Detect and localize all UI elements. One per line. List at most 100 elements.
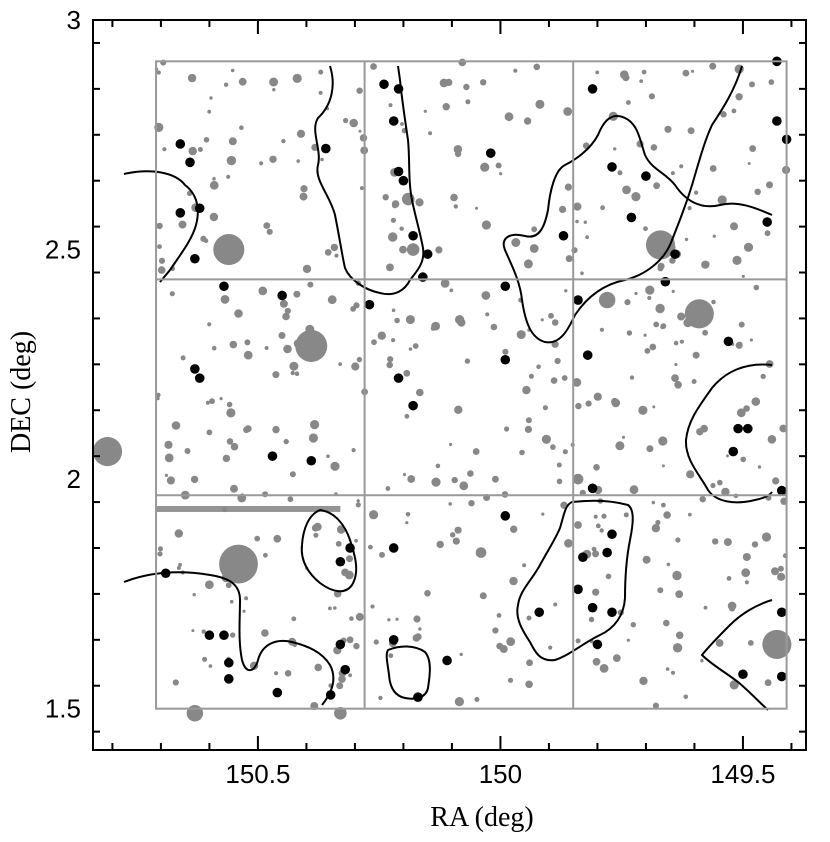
masked-star xyxy=(526,659,533,667)
object-dot xyxy=(340,664,351,675)
faint-star-dot xyxy=(359,134,368,142)
faint-star-dot xyxy=(158,257,166,264)
object-dot xyxy=(762,217,772,227)
faint-star-dot xyxy=(626,100,631,105)
faint-star-dot xyxy=(164,440,173,449)
faint-star-dot xyxy=(263,552,268,558)
object-dot xyxy=(422,249,433,259)
faint-star-dot xyxy=(572,378,582,387)
faint-star-dot xyxy=(617,170,623,176)
faint-star-dot xyxy=(449,288,454,293)
faint-star-dot xyxy=(561,375,568,381)
object-dot xyxy=(345,543,355,553)
plot-frame xyxy=(92,19,807,751)
faint-star-dot xyxy=(592,550,600,558)
faint-star-dot xyxy=(700,659,704,663)
faint-star-dot xyxy=(735,93,743,101)
masked-star xyxy=(93,437,123,467)
faint-star-dot xyxy=(732,255,742,265)
faint-star-dot xyxy=(556,478,563,485)
faint-star-dot xyxy=(351,448,356,453)
faint-star-dot xyxy=(229,340,238,349)
object-dot xyxy=(388,116,399,126)
faint-star-dot xyxy=(377,331,386,340)
contour-bottom-left xyxy=(123,571,335,706)
faint-star-dot xyxy=(600,205,605,211)
faint-star-dot xyxy=(326,454,330,459)
faint-star-dot xyxy=(336,682,344,690)
faint-star-dot xyxy=(599,528,604,533)
faint-star-dot xyxy=(742,553,751,561)
object-dot xyxy=(607,162,617,172)
object-dot xyxy=(723,336,734,347)
faint-star-dot xyxy=(264,346,269,350)
faint-star-dot xyxy=(307,281,314,288)
faint-star-dot xyxy=(629,375,635,380)
faint-star-dot xyxy=(686,470,695,479)
faint-star-dot xyxy=(201,629,206,634)
x-axis-title: RA (deg) xyxy=(430,802,533,833)
object-dot xyxy=(485,148,496,158)
object-dot xyxy=(660,276,671,287)
faint-star-dot xyxy=(592,657,601,666)
faint-star-dot xyxy=(294,371,300,377)
contour-bottom-right-corner xyxy=(700,599,773,711)
faint-star-dot xyxy=(583,220,587,224)
faint-star-dot xyxy=(626,330,633,336)
faint-star-dot xyxy=(205,400,210,405)
faint-star-dot xyxy=(679,164,684,169)
faint-star-dot xyxy=(744,580,750,585)
faint-star-dot xyxy=(289,471,296,478)
faint-star-dot xyxy=(209,212,219,222)
faint-star-dot xyxy=(694,190,699,195)
faint-star-dot xyxy=(712,234,716,238)
faint-star-dot xyxy=(666,562,671,567)
faint-star-dot xyxy=(454,526,462,534)
faint-star-dot xyxy=(403,369,411,377)
object-dot xyxy=(398,175,409,186)
faint-star-dot xyxy=(206,429,213,436)
object-dot xyxy=(219,630,229,641)
contour-top-right xyxy=(502,65,773,344)
faint-star-dot xyxy=(390,217,396,223)
faint-star-dot xyxy=(736,341,743,348)
faint-star-dot xyxy=(359,186,364,191)
y-axis: 1.5 2 2.5 3 xyxy=(45,5,806,733)
faint-star-dot xyxy=(525,417,532,424)
faint-star-dot xyxy=(408,347,413,351)
object-dot xyxy=(364,299,375,310)
faint-star-dot xyxy=(308,433,318,443)
object-dot xyxy=(175,139,186,149)
y-axis-title: DEC (deg) xyxy=(6,331,37,453)
faint-star-dot xyxy=(197,147,203,152)
faint-star-dot xyxy=(554,357,561,365)
faint-star-dot xyxy=(631,192,641,202)
faint-star-dot xyxy=(771,567,779,576)
faint-star-dot xyxy=(282,312,290,321)
faint-star-dot xyxy=(269,155,277,163)
faint-star-dot xyxy=(702,329,708,336)
object-dot xyxy=(379,79,389,90)
faint-star-dot xyxy=(180,355,186,361)
object-dot xyxy=(670,249,680,259)
object-dot xyxy=(204,630,215,641)
object-dot xyxy=(772,116,782,126)
masked-star xyxy=(243,350,253,360)
object-dot xyxy=(534,607,545,618)
faint-star-dot xyxy=(413,615,421,623)
faint-star-dot xyxy=(502,348,509,355)
faint-star-dot xyxy=(638,405,648,415)
masked-star xyxy=(598,291,616,309)
faint-star-dot xyxy=(644,348,651,354)
faint-star-dot xyxy=(226,174,231,179)
faint-star-dot xyxy=(448,502,453,506)
faint-star-dot xyxy=(244,596,249,601)
faint-star-dot xyxy=(605,573,612,580)
faint-star-dot xyxy=(346,555,353,563)
faint-star-dot xyxy=(404,413,410,419)
faint-star-dot xyxy=(670,171,675,176)
faint-star-dot xyxy=(509,576,518,586)
faint-star-dot xyxy=(474,697,480,702)
faint-star-dot xyxy=(475,206,478,210)
faint-star-dot xyxy=(405,512,411,517)
